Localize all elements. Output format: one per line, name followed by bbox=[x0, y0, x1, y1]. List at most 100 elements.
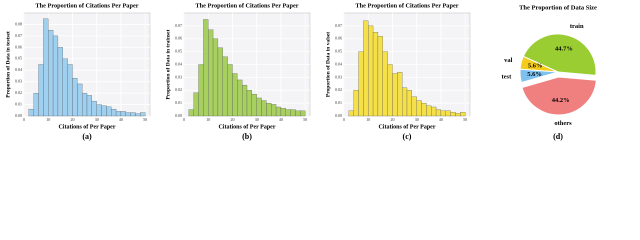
bar bbox=[62, 58, 68, 117]
bar bbox=[402, 87, 408, 117]
bar bbox=[246, 90, 252, 117]
slice-value-label: 5.6% bbox=[528, 63, 543, 70]
bar bbox=[188, 109, 194, 117]
bar bbox=[33, 92, 39, 117]
bar bbox=[271, 104, 277, 117]
bar bbox=[237, 79, 243, 117]
x-axis-label: Citations of Per Paper bbox=[218, 124, 275, 130]
bar bbox=[440, 110, 446, 117]
slice-label: train bbox=[570, 23, 584, 30]
bar bbox=[431, 106, 437, 117]
bar bbox=[91, 100, 97, 117]
bar bbox=[43, 18, 49, 117]
bar bbox=[280, 108, 286, 117]
bar bbox=[421, 102, 427, 117]
chart-title: The Proportion of Citations Per Paper bbox=[35, 2, 138, 9]
y-tick-label: 0.00 bbox=[335, 113, 342, 118]
bar bbox=[411, 96, 417, 117]
bar bbox=[28, 108, 34, 117]
bar bbox=[295, 110, 301, 117]
pie-slice bbox=[521, 76, 597, 116]
chart-title: The Proportion of Data Size bbox=[519, 4, 597, 11]
y-axis-label: Proportion of Data in testset bbox=[5, 31, 11, 98]
y-tick-label: 0.05 bbox=[175, 49, 182, 54]
y-tick-label: 0.06 bbox=[335, 36, 342, 41]
y-tick-label: 0.02 bbox=[335, 87, 342, 92]
y-tick-label: 0.07 bbox=[15, 33, 22, 38]
bar bbox=[38, 64, 44, 117]
x-tick-label: 20 bbox=[390, 117, 394, 122]
bar bbox=[392, 73, 398, 117]
caption: (d) bbox=[553, 132, 563, 141]
y-tick-label: 0.04 bbox=[15, 67, 22, 72]
x-tick-label: 30 bbox=[415, 117, 419, 122]
bar bbox=[67, 64, 73, 117]
x-tick-label: 40 bbox=[439, 117, 443, 122]
y-tick-label: 0.00 bbox=[15, 113, 22, 118]
caption: (b) bbox=[242, 132, 252, 141]
bar bbox=[353, 90, 359, 117]
bar bbox=[406, 90, 412, 117]
bar bbox=[232, 73, 238, 117]
bar bbox=[358, 51, 364, 117]
slice-value-label: 44.2% bbox=[552, 97, 570, 104]
bar bbox=[48, 30, 54, 117]
caption: (a) bbox=[82, 132, 92, 141]
x-tick-label: 40 bbox=[279, 117, 283, 122]
bar bbox=[57, 47, 63, 117]
y-tick-label: 0.00 bbox=[175, 113, 182, 118]
bar bbox=[222, 56, 228, 117]
y-axis-label: Proportion of Data in trainset bbox=[165, 29, 171, 99]
bar bbox=[445, 110, 451, 117]
bar bbox=[217, 47, 223, 117]
bar bbox=[387, 64, 393, 117]
y-tick-label: 0.07 bbox=[335, 23, 342, 28]
x-axis-label: Citations of Per Paper bbox=[58, 124, 115, 130]
y-tick-label: 0.05 bbox=[15, 56, 22, 61]
bar bbox=[115, 111, 122, 117]
bar bbox=[72, 78, 78, 117]
bar bbox=[372, 32, 379, 117]
y-tick-label: 0.03 bbox=[175, 74, 182, 79]
y-tick-label: 0.05 bbox=[335, 49, 342, 54]
bar bbox=[261, 100, 267, 117]
chart-title: The Proportion of Citations Per Paper bbox=[355, 2, 458, 9]
y-tick-label: 0.06 bbox=[15, 44, 22, 49]
bar bbox=[96, 104, 102, 117]
bar bbox=[130, 112, 136, 117]
x-tick-label: 0 bbox=[183, 117, 185, 122]
y-tick-label: 0.03 bbox=[335, 74, 342, 79]
bar bbox=[242, 84, 248, 117]
slice-label: others bbox=[554, 120, 572, 127]
slice-label: test bbox=[502, 73, 513, 80]
bar bbox=[455, 113, 461, 117]
y-tick-label: 0.04 bbox=[175, 61, 182, 66]
x-tick-label: 20 bbox=[230, 117, 234, 122]
x-tick-label: 0 bbox=[343, 117, 345, 122]
figure: 0.00 0.01 0.02 0.03 0.04 0.05 0.06 0.07 0.08 0 10 2… bbox=[5, 2, 597, 141]
pie-slice bbox=[522, 33, 597, 76]
bar bbox=[275, 106, 282, 117]
bar bbox=[256, 97, 262, 117]
bar bbox=[435, 109, 442, 117]
bar bbox=[450, 111, 456, 117]
x-tick-label: 50 bbox=[143, 117, 147, 122]
x-tick-label: 0 bbox=[23, 117, 25, 122]
slice-label: val bbox=[504, 57, 513, 64]
bar bbox=[101, 105, 107, 117]
slice-value-label: 44.7% bbox=[555, 46, 573, 53]
bar bbox=[348, 110, 354, 117]
bar bbox=[203, 19, 209, 117]
bar bbox=[397, 72, 403, 117]
bar bbox=[251, 93, 257, 117]
x-tick-label: 30 bbox=[95, 117, 99, 122]
y-tick-label: 0.01 bbox=[175, 100, 182, 105]
bar bbox=[368, 25, 374, 117]
bar bbox=[120, 111, 126, 117]
bar bbox=[460, 111, 466, 117]
y-tick-label: 0.07 bbox=[175, 23, 182, 28]
bar bbox=[285, 109, 291, 117]
bar bbox=[198, 64, 204, 117]
x-tick-label: 50 bbox=[303, 117, 307, 122]
x-tick-label: 40 bbox=[119, 117, 123, 122]
